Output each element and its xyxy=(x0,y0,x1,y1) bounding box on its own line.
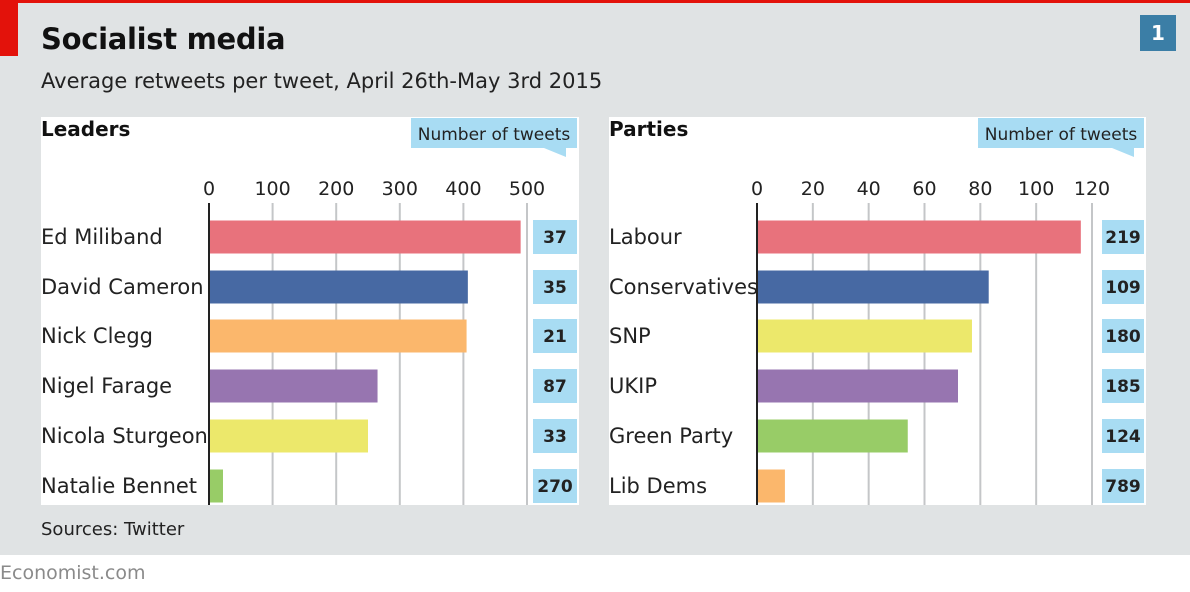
brand-footer: Economist.com xyxy=(0,562,146,584)
leaders-count-value: 270 xyxy=(537,477,573,497)
parties-count-value: 124 xyxy=(1105,427,1141,447)
parties-count-box xyxy=(1102,419,1144,453)
leaders-count-value: 87 xyxy=(543,377,567,397)
leaders-category-label: David Cameron xyxy=(41,275,204,299)
parties-count-value: 180 xyxy=(1105,327,1141,347)
parties-count-box xyxy=(1102,270,1144,304)
top-rule xyxy=(0,0,1190,3)
leaders-panel: Leaders Number of tweets 0 100 200 300 400 500 E… xyxy=(41,117,579,505)
chart-number-badge: 1 xyxy=(1140,15,1176,51)
parties-count-header-box xyxy=(978,118,1144,148)
leaders-bar xyxy=(209,369,378,403)
leaders-panel-title: Leaders xyxy=(41,117,130,141)
parties-count-header: Number of tweets xyxy=(985,125,1138,145)
parties-panel: Parties Number of tweets 0 20 40 60 80 100 120 La… xyxy=(609,117,1146,505)
parties-count-header-pointer xyxy=(1112,148,1134,157)
parties-category-label: Labour xyxy=(609,225,682,249)
parties-count-value: 219 xyxy=(1105,228,1141,248)
leaders-bar xyxy=(209,220,521,254)
leaders-count-value: 37 xyxy=(543,228,567,248)
leaders-count-box xyxy=(533,419,577,453)
leaders-count-box xyxy=(533,220,577,254)
parties-count-box xyxy=(1102,469,1144,503)
parties-tick-label: 20 xyxy=(801,178,825,200)
parties-bar xyxy=(757,469,785,503)
leaders-tick-label: 300 xyxy=(382,178,418,200)
parties-bar xyxy=(757,369,958,403)
leaders-bar xyxy=(209,419,368,453)
leaders-count-value: 21 xyxy=(543,327,567,347)
parties-count-value: 109 xyxy=(1105,278,1141,298)
parties-bar xyxy=(757,270,989,304)
leaders-count-box xyxy=(533,319,577,353)
leaders-count-header: Number of tweets xyxy=(418,125,571,145)
leaders-category-label: Nigel Farage xyxy=(41,374,172,398)
leaders-count-value: 33 xyxy=(543,427,567,447)
leaders-count-box xyxy=(533,270,577,304)
leaders-tick-label: 400 xyxy=(445,178,481,200)
parties-count-box xyxy=(1102,220,1144,254)
parties-tick-label: 40 xyxy=(857,178,881,200)
parties-bar xyxy=(757,419,908,453)
parties-count-value: 789 xyxy=(1105,477,1141,497)
parties-tick-label: 0 xyxy=(751,178,763,200)
parties-bar xyxy=(757,319,972,353)
leaders-count-box xyxy=(533,369,577,403)
leaders-category-label: Nicola Sturgeon xyxy=(41,424,208,448)
parties-tick-label: 60 xyxy=(912,178,936,200)
parties-count-box xyxy=(1102,319,1144,353)
leaders-tick-label: 100 xyxy=(254,178,290,200)
parties-bar xyxy=(757,220,1081,254)
parties-category-label: Lib Dems xyxy=(609,474,707,498)
parties-tick-label: 100 xyxy=(1018,178,1054,200)
leaders-tick-label: 200 xyxy=(318,178,354,200)
leaders-count-box xyxy=(533,469,577,503)
chart-subtitle: Average retweets per tweet, April 26th-M… xyxy=(41,69,603,93)
leaders-category-label: Nick Clegg xyxy=(41,324,153,348)
leaders-count-header-pointer xyxy=(544,148,566,157)
leaders-bar xyxy=(209,319,467,353)
chart-title: Socialist media xyxy=(41,22,286,56)
leaders-count-value: 35 xyxy=(543,278,567,298)
leaders-category-label: Natalie Bennet xyxy=(41,474,197,498)
leaders-tick-label: 0 xyxy=(203,178,215,200)
red-tag xyxy=(0,0,18,56)
parties-count-box xyxy=(1102,369,1144,403)
leaders-bar xyxy=(209,469,223,503)
leaders-tick-label: 500 xyxy=(509,178,545,200)
parties-tick-label: 120 xyxy=(1074,178,1110,200)
parties-count-value: 185 xyxy=(1105,377,1141,397)
leaders-bar xyxy=(209,270,468,304)
leaders-category-label: Ed Miliband xyxy=(41,225,163,249)
source-note: Sources: Twitter xyxy=(41,519,185,540)
parties-tick-label: 80 xyxy=(968,178,992,200)
parties-category-label: UKIP xyxy=(609,374,657,398)
parties-category-label: SNP xyxy=(609,324,651,348)
parties-category-label: Conservatives xyxy=(609,275,758,299)
parties-panel-title: Parties xyxy=(609,117,688,141)
parties-category-label: Green Party xyxy=(609,424,733,448)
leaders-count-header-box xyxy=(411,118,577,148)
